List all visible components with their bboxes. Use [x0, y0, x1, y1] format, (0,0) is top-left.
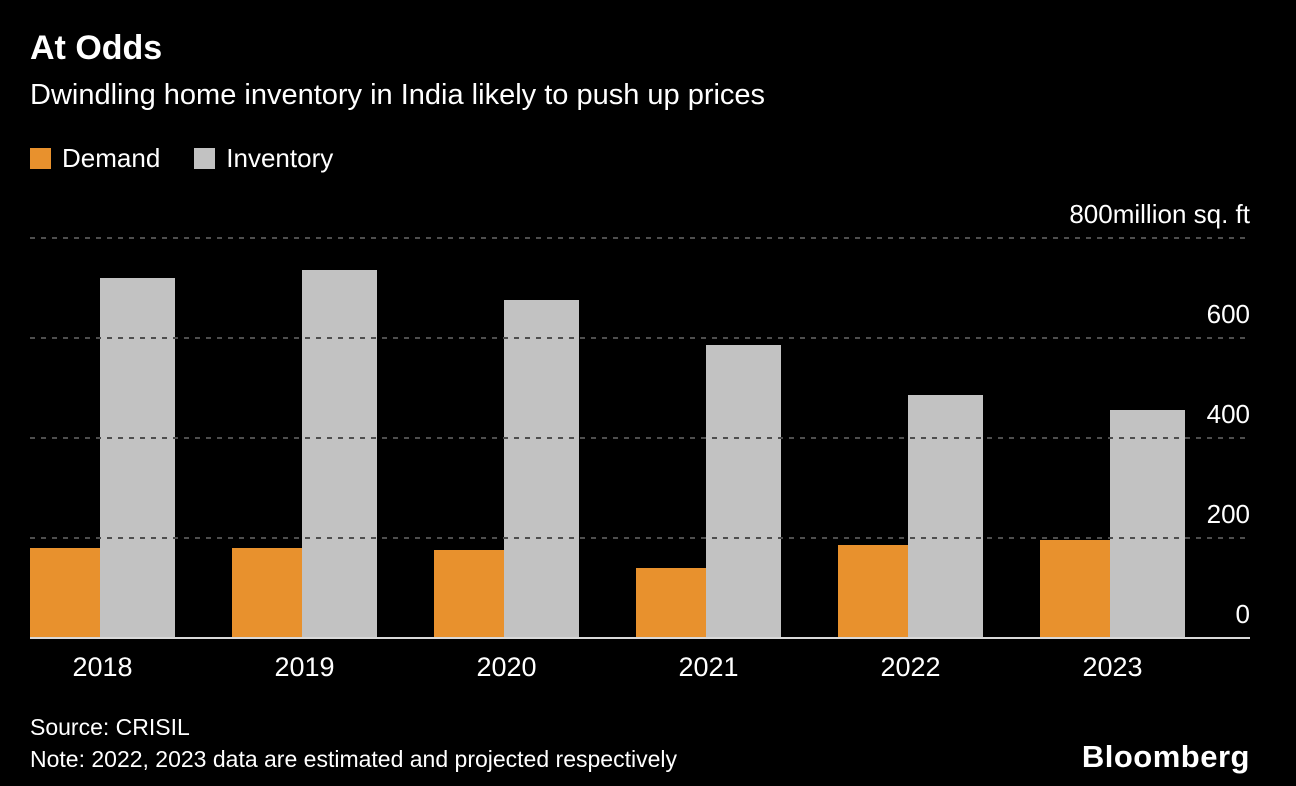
inventory-bar — [100, 277, 175, 638]
x-axis-labels: 2018 2019 2020 2021 2022 2023 — [30, 652, 1185, 683]
demand-bar — [232, 547, 302, 638]
inventory-bar — [908, 395, 983, 638]
legend-label-inventory: Inventory — [226, 142, 334, 173]
gridline — [30, 436, 1250, 439]
inventory-bar — [302, 270, 377, 638]
x-axis-line — [30, 636, 1250, 639]
x-tick-label: 2023 — [1082, 651, 1143, 682]
bar-group — [232, 238, 377, 638]
y-tick-label: 200 — [1206, 498, 1250, 529]
chart-title: At Odds — [30, 29, 163, 67]
chart-subtitle: Dwindling home inventory in India likely… — [30, 79, 766, 112]
inventory-bar — [706, 345, 781, 638]
y-tick-label: 400 — [1206, 398, 1250, 429]
y-tick-label: 800million sq. ft — [1069, 198, 1250, 229]
demand-bar — [30, 547, 100, 638]
legend-item-demand: Demand — [30, 143, 160, 174]
inventory-bar — [504, 300, 579, 638]
legend-label-demand: Demand — [62, 142, 161, 173]
bloomberg-logo: Bloomberg — [1081, 739, 1250, 775]
plot-area: 0 200 400 600 800million sq. ft — [30, 199, 1250, 639]
legend: Demand Inventory — [30, 143, 1250, 174]
source-note: Source: CRISIL Note: 2022, 2023 data are… — [30, 711, 677, 775]
bar-group — [1040, 238, 1185, 638]
legend-item-inventory: Inventory — [194, 143, 333, 174]
gridline — [30, 336, 1250, 339]
chart-footer: Source: CRISIL Note: 2022, 2023 data are… — [30, 711, 1250, 775]
bar-group — [636, 238, 781, 638]
demand-bar — [636, 567, 706, 638]
demand-bar — [1040, 540, 1110, 638]
x-tick-label: 2018 — [72, 651, 133, 682]
inventory-swatch-icon — [194, 147, 216, 169]
x-tick-label: 2019 — [274, 651, 335, 682]
x-tick-label: 2021 — [678, 651, 739, 682]
demand-swatch-icon — [30, 147, 51, 169]
gridline — [30, 536, 1250, 539]
bar-group — [434, 238, 579, 638]
x-tick-label: 2020 — [476, 651, 537, 682]
demand-bar — [434, 550, 504, 638]
x-tick-label: 2022 — [880, 651, 941, 682]
y-tick-label: 600 — [1206, 298, 1250, 329]
y-tick-label: 0 — [1235, 598, 1250, 629]
bar-group — [838, 238, 983, 638]
source-line: Source: CRISIL — [30, 713, 190, 740]
gridline — [30, 236, 1250, 239]
chart: At Odds Dwindling home inventory in Indi… — [30, 29, 1250, 775]
inventory-bar — [1110, 410, 1185, 638]
demand-bar — [838, 545, 908, 638]
note-line: Note: 2022, 2023 data are estimated and … — [30, 745, 677, 772]
